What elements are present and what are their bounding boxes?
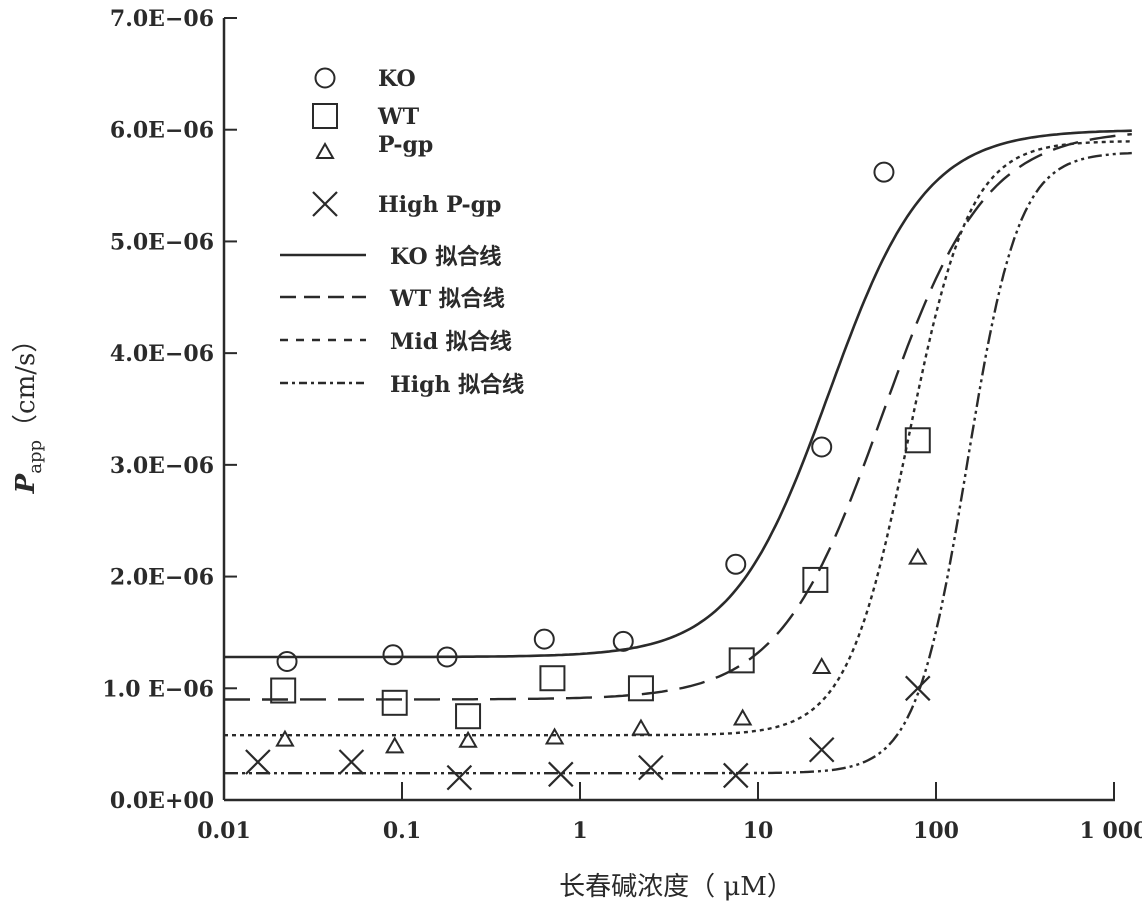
fit-line-wt (224, 133, 1132, 701)
data-points (245, 161, 931, 791)
data-point-circle (533, 628, 555, 650)
y-label-main: P (11, 472, 41, 494)
x-tick-label: 0.01 (197, 818, 251, 844)
legend-label: High 拟合线 (390, 372, 524, 398)
y-tick-label: 0.0E+00 (110, 788, 214, 814)
legend-marker-square-icon (312, 103, 338, 129)
x-tick-label: 10 (743, 818, 774, 844)
fit-line-mid (224, 140, 1132, 737)
fit-line-ko (224, 129, 1132, 659)
data-point-triangle (544, 727, 565, 745)
data-point-circle (873, 161, 895, 183)
data-point-circle (436, 646, 458, 668)
data-point-square (539, 665, 566, 692)
data-point-x (446, 764, 473, 791)
y-tick-label: 5.0E−06 (110, 229, 214, 255)
fit-line-high (224, 151, 1132, 775)
data-point-circle (382, 644, 404, 666)
x-tick-label: 1 000 (1080, 818, 1142, 844)
y-tick-label: 2.0E−06 (110, 565, 214, 591)
data-point-triangle (908, 547, 928, 565)
y-label-unit: （cm/s） (11, 327, 41, 440)
legend-label: WT (377, 104, 420, 130)
data-point-triangle (732, 708, 753, 726)
data-point-square (728, 647, 755, 674)
data-point-x (638, 754, 664, 781)
axes: 0.0E+00 1.0 E−06 2.0E−06 3.0E−06 4.0E−06 5.0E… (102, 6, 1142, 844)
y-tick-label: 1.0 E−06 (102, 676, 214, 702)
data-point-triangle (384, 736, 405, 754)
y-tick-label: 3.0E−06 (110, 453, 214, 479)
data-point-square (904, 427, 931, 454)
data-point-x (722, 762, 749, 789)
legend-marker-x-icon (312, 191, 338, 217)
data-point-square (381, 689, 408, 716)
data-point-square (270, 677, 297, 704)
data-point-circle (811, 436, 833, 458)
x-tick-label: 1 (572, 818, 587, 844)
data-point-triangle (458, 730, 478, 748)
y-label-sub: app (25, 440, 46, 474)
data-point-circle (276, 650, 298, 672)
data-point-triangle (631, 718, 651, 736)
legend: KO WTP-gp High P-gp KO 拟合线 WT 拟合线 Mid 拟合线 High… (280, 66, 524, 398)
data-point-square (802, 566, 829, 593)
legend-marker-circle-icon (314, 67, 336, 89)
data-point-circle (612, 630, 634, 652)
x-axis-label: 长春碱浓度（ μM） (559, 872, 793, 902)
data-point-triangle (275, 729, 295, 747)
y-tick-label: 6.0E−06 (110, 118, 214, 144)
data-point-x (905, 675, 931, 702)
fit-lines (224, 129, 1132, 775)
y-axis-label: Papp（cm/s） (11, 327, 46, 495)
legend-label: Mid 拟合线 (390, 329, 512, 355)
data-point-x (808, 736, 835, 763)
y-tick-label: 4.0E−06 (110, 341, 214, 367)
x-tick-label: 100 (913, 818, 959, 844)
data-point-square (455, 703, 482, 730)
y-tick-label: 7.0E−06 (110, 6, 214, 32)
data-point-x (338, 749, 365, 775)
legend-label: P-gp (378, 132, 433, 158)
legend-label: KO 拟合线 (390, 244, 501, 270)
x-tick-label: 0.1 (383, 818, 421, 844)
data-point-circle (725, 553, 747, 575)
svg-text:Papp（cm/s）: Papp（cm/s） (11, 327, 46, 495)
data-point-x (548, 761, 574, 788)
legend-label: High P-gp (378, 192, 501, 218)
data-point-x (245, 749, 271, 775)
data-point-triangle (811, 657, 832, 675)
legend-label: WT 拟合线 (389, 286, 505, 312)
legend-label: KO (378, 66, 416, 92)
data-point-square (627, 675, 654, 702)
legend-marker-triangle-icon (315, 141, 335, 159)
